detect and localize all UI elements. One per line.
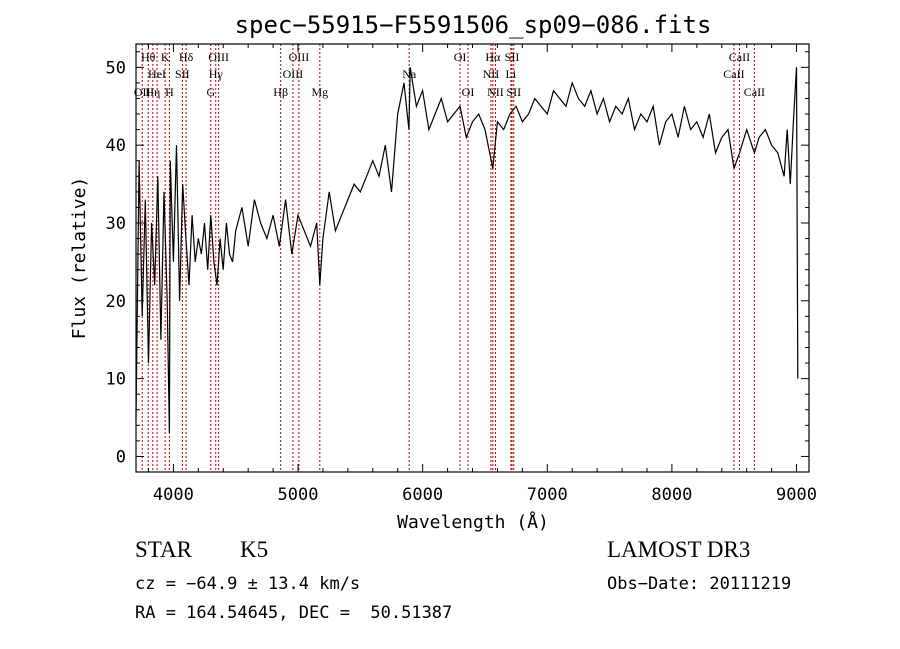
y-tick-label: 10 bbox=[106, 370, 126, 390]
x-tick-label: 9000 bbox=[776, 485, 817, 505]
line-label-nii: NII bbox=[487, 85, 504, 99]
object-type: STAR bbox=[135, 537, 192, 562]
observation-date: Obs−Date: 20111219 bbox=[607, 574, 792, 594]
x-tick-label: 8000 bbox=[651, 485, 692, 505]
line-label-hθ: Hθ bbox=[141, 50, 156, 64]
line-label-caii: CaII bbox=[723, 67, 744, 81]
line-label-hδ: Hδ bbox=[179, 50, 194, 64]
line-label-oi: OI bbox=[462, 85, 475, 99]
line-label-h: H bbox=[165, 85, 174, 99]
line-label-oiii: OIII bbox=[208, 50, 229, 64]
y-tick-label: 50 bbox=[106, 58, 126, 78]
line-label-li: Li bbox=[506, 67, 517, 81]
y-tick-label: 40 bbox=[106, 136, 126, 156]
survey-name: LAMOST DR3 bbox=[607, 537, 751, 562]
y-tick-label: 0 bbox=[116, 447, 126, 467]
redshift-cz: cz = −64.9 ± 13.4 km/s bbox=[135, 574, 361, 594]
plot-frame bbox=[135, 43, 810, 473]
y-tick-label: 30 bbox=[106, 214, 126, 234]
y-axis-ticks: 0 10 20 30 40 50 bbox=[106, 51, 809, 467]
line-label-oiii: OIII bbox=[289, 50, 310, 64]
x-tick-label: 5000 bbox=[278, 485, 319, 505]
spectral-line-labels: OIIHθHηHeIKHSIIHδGHγOIIIHβOIIIOIIIMgNaOI… bbox=[134, 50, 765, 99]
x-tick-label: 6000 bbox=[402, 485, 443, 505]
x-tick-label: 4000 bbox=[153, 485, 194, 505]
line-label-nii: NII bbox=[483, 67, 500, 81]
ra-dec-coordinates: RA = 164.54645, DEC = 50.51387 bbox=[135, 603, 453, 623]
object-subclass: K5 bbox=[240, 537, 269, 562]
spectrum-series-line bbox=[135, 67, 799, 434]
line-label-g: G bbox=[206, 85, 215, 99]
chart-title: spec−55915−F5591506_sp09−086.fits bbox=[235, 11, 712, 39]
line-label-hγ: Hγ bbox=[209, 67, 224, 81]
line-label-sii: SII bbox=[505, 50, 520, 64]
line-label-hβ: Hβ bbox=[273, 85, 288, 99]
y-tick-label: 20 bbox=[106, 292, 126, 312]
line-label-caii: CaII bbox=[729, 50, 750, 64]
y-axis-label: Flux (relative) bbox=[69, 177, 90, 340]
line-label-hη: Hη bbox=[145, 85, 160, 99]
spectral-line-markers bbox=[141, 44, 755, 472]
line-label-caii: CaII bbox=[744, 85, 765, 99]
x-tick-label: 7000 bbox=[527, 485, 568, 505]
x-axis-ticks: 4000 5000 6000 7000 8000 9000 bbox=[147, 44, 817, 505]
line-label-oiii: OIII bbox=[283, 67, 304, 81]
line-label-hei: HeI bbox=[148, 67, 166, 81]
line-label-oi: OI bbox=[454, 50, 467, 64]
x-axis-label: Wavelength (Å) bbox=[397, 511, 549, 533]
line-label-k: K bbox=[161, 50, 170, 64]
line-label-oii: OII bbox=[134, 85, 151, 99]
line-label-hα: Hα bbox=[485, 50, 501, 64]
line-label-sii: SII bbox=[175, 67, 190, 81]
line-label-sii: SII bbox=[506, 85, 521, 99]
line-label-mg: Mg bbox=[311, 85, 328, 99]
